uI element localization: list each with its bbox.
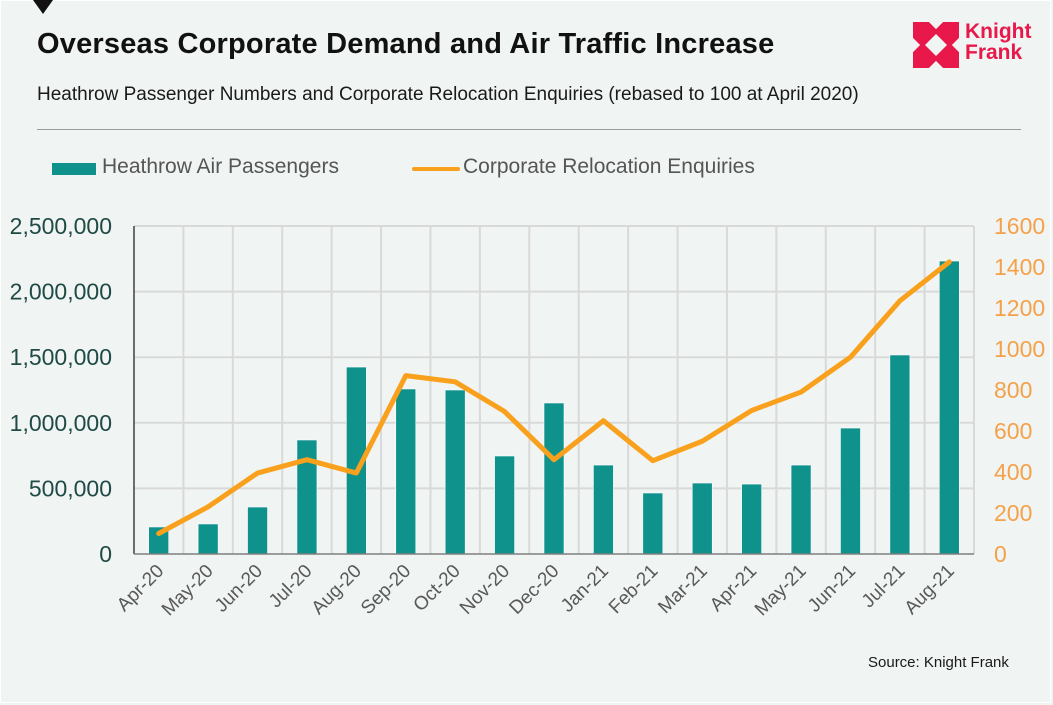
x-tick-label: Jun-20 (211, 561, 267, 617)
bar-Jun-20 (247, 506, 268, 555)
x-tick-label: May-20 (158, 561, 218, 621)
legend-swatch-bar (52, 163, 96, 175)
y-left-tick-label: 1,500,000 (10, 344, 112, 370)
y-right-tick-label: 600 (994, 418, 1032, 444)
knight-frank-logo-icon (913, 22, 959, 68)
x-tick-label: Aug-20 (308, 561, 366, 619)
x-tick-label: Sep-20 (357, 561, 415, 619)
bar-May-21 (790, 464, 812, 555)
y-left-tick-label: 500,000 (29, 475, 112, 501)
logo-line-1: Knight (965, 20, 1032, 43)
bar-May-20 (197, 523, 219, 555)
x-tick-label: Dec-20 (505, 561, 563, 619)
knight-frank-logo: Knight Frank (913, 21, 1033, 68)
bar-series (148, 260, 960, 555)
x-tick-label: Oct-20 (410, 561, 465, 616)
bar-Nov-20 (494, 455, 515, 555)
y-right-tick-label: 200 (994, 500, 1032, 526)
y-right-tick-label: 1600 (994, 213, 1045, 239)
x-tick-label: May-21 (751, 561, 811, 621)
y-right-tick-label: 400 (994, 459, 1032, 485)
y-right-tick-label: 800 (994, 377, 1032, 403)
logo-wordmark: Knight Frank (965, 21, 1031, 63)
legend-label-passengers: Heathrow Air Passengers (102, 155, 339, 178)
y-right-tick-label: 1400 (994, 254, 1045, 280)
y-left-tick-label: 0 (99, 541, 112, 567)
y-right-tick-label: 1200 (994, 295, 1045, 321)
y-right-tick-label: 0 (994, 541, 1007, 567)
legend-swatch-line (412, 167, 460, 171)
bar-Jun-21 (840, 427, 861, 555)
bar-Sep-20 (395, 388, 417, 555)
bar-Dec-20 (543, 402, 565, 555)
y-right-tick-label: 1000 (994, 336, 1045, 362)
x-tick-label: Nov-20 (456, 561, 514, 619)
bar-Mar-21 (691, 482, 713, 555)
y-left-tick-label: 1,000,000 (10, 410, 112, 436)
bar-Aug-21 (938, 260, 960, 555)
logo-line-2: Frank (965, 41, 1023, 64)
y-left-tick-label: 2,500,000 (10, 213, 112, 239)
x-tick-label: Feb-21 (605, 561, 662, 618)
x-tick-label: Jun-21 (804, 561, 860, 617)
title-divider (37, 129, 1021, 130)
y-axis-left-labels: 0 500,000 1,000,000 1,500,000 2,000,000 2,500… (10, 213, 112, 567)
chart-title: Overseas Corporate Demand and Air Traffi… (37, 28, 775, 60)
y-left-tick-label: 2,000,000 (10, 279, 112, 305)
legend-label-enquiries: Corporate Relocation Enquiries (463, 155, 755, 178)
bar-Feb-21 (642, 492, 664, 555)
bar-Apr-21 (741, 483, 762, 555)
bar-Oct-20 (444, 389, 466, 555)
x-axis-labels: Apr-20May-20Jun-20Jul-20Aug-20Sep-20Oct-… (113, 561, 959, 621)
y-axis-right-labels: 0 200 400 600 800 1000 1200 1400 1600 (994, 213, 1045, 567)
source-note: Source: Knight Frank (868, 654, 1009, 671)
x-tick-label: Aug-21 (901, 561, 959, 619)
bar-Jul-21 (889, 354, 911, 555)
bar-Jan-21 (593, 464, 614, 555)
chart-subtitle: Heathrow Passenger Numbers and Corporate… (37, 84, 859, 105)
line-series (156, 259, 952, 536)
triangle-marker-icon (33, 0, 53, 14)
x-tick-label: Jan-21 (557, 561, 613, 617)
axes (133, 226, 974, 555)
bar-Jul-20 (296, 439, 318, 555)
x-tick-label: Mar-21 (654, 561, 711, 618)
